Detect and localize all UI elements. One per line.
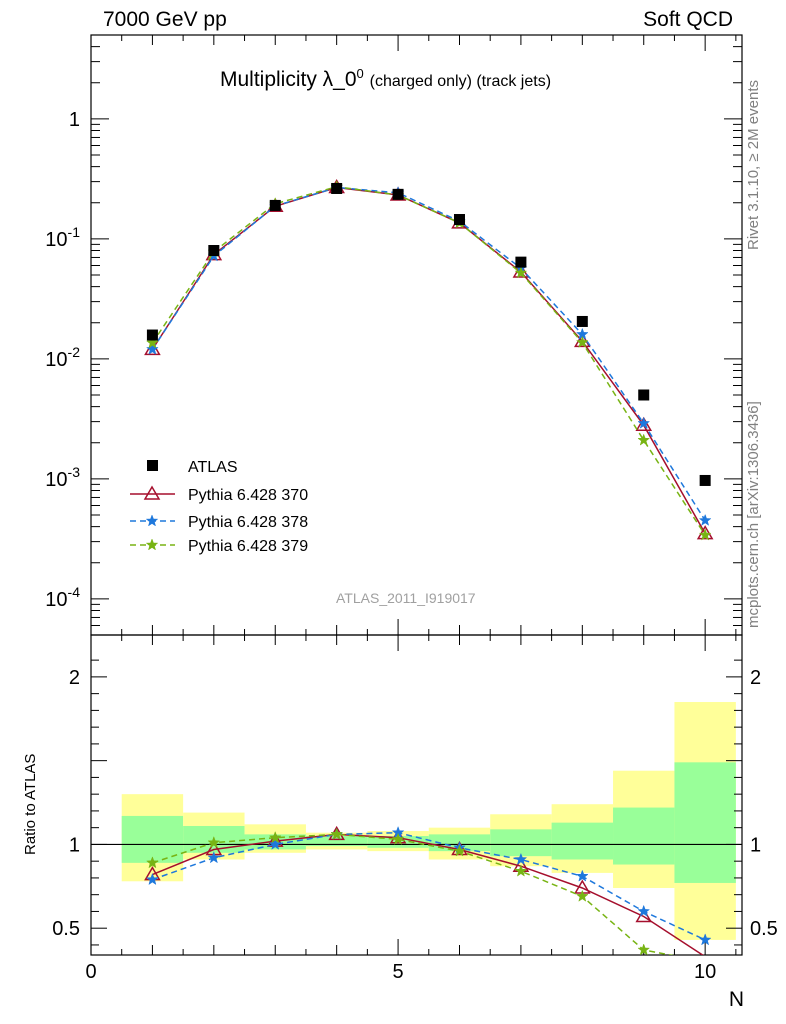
y-tick-label: 10-2	[45, 344, 80, 371]
ratio-y-tick-label-right: 0.5	[750, 918, 778, 940]
y-tick-label: 10-3	[45, 464, 80, 491]
legend-marker-p379	[145, 538, 159, 551]
ratio-point-p379	[637, 943, 651, 955]
ratio-point-p379	[268, 830, 282, 844]
data-point-p378	[145, 342, 159, 355]
series-line-p378	[151, 186, 706, 521]
data-point-p378	[637, 416, 651, 429]
data-point-p379	[637, 433, 651, 446]
ratio-point-p379	[146, 856, 159, 869]
title-main: Multiplicity λ_0	[220, 68, 357, 91]
ratio-point-p378	[146, 872, 159, 886]
data-point-atlas	[699, 474, 711, 486]
y-tick-label: 1	[69, 109, 80, 131]
data-point-atlas	[576, 315, 588, 327]
x-tick-label: 5	[393, 961, 404, 983]
legend-marker-p378	[145, 514, 159, 527]
ratio-plot-frame	[90, 634, 743, 956]
ratio-point-p378	[698, 933, 712, 946]
uncertainty-band-green	[305, 836, 368, 847]
ratio-line-p379	[152, 833, 674, 955]
data-point-atlas	[146, 329, 158, 341]
title-subtitle: (charged only) (track jets)	[369, 73, 552, 90]
ratio-line-p370	[152, 833, 704, 955]
ratio-series-group	[144, 825, 712, 955]
title-superscript: 0	[356, 66, 364, 81]
legend-label-atlas: ATLAS	[188, 459, 238, 476]
x-tick-label: 0	[85, 961, 96, 983]
ratio-point-p370	[451, 840, 468, 856]
ratio-point-p379	[330, 827, 344, 840]
series-line-p379	[151, 185, 706, 536]
ratio-point-p378	[268, 837, 282, 850]
ratio-point-p378	[637, 904, 651, 917]
uncertainty-band-green	[121, 815, 184, 863]
ratio-y-tick-label-right: 1	[750, 834, 761, 856]
data-point-atlas	[515, 256, 527, 268]
data-point-atlas	[269, 199, 281, 211]
y-tick-label: 10-1	[45, 224, 80, 251]
data-point-atlas	[331, 182, 343, 194]
data-point-atlas	[392, 188, 404, 200]
ratio-point-p378	[207, 851, 221, 864]
header-process: Soft QCD	[643, 8, 733, 31]
data-point-p379	[575, 335, 589, 348]
data-point-p379	[698, 528, 712, 541]
uncertainty-band-green	[551, 822, 614, 860]
data-point-atlas	[453, 214, 465, 226]
data-point-p370	[696, 525, 714, 540]
ratio-point-p379	[207, 835, 221, 849]
ratio-y-tick-label: 0.5	[52, 918, 80, 940]
y-tick-label: 10-4	[45, 584, 80, 611]
plot-title: Multiplicity λ_00 (charged only) (track …	[220, 66, 551, 92]
legend-label-p370: Pythia 6.428 370	[188, 487, 308, 504]
data-point-p379	[146, 336, 159, 349]
x-axis-label: N	[728, 988, 744, 1011]
ratio-y-tick-label: 2	[69, 667, 80, 689]
x-tick-label: 10	[694, 961, 716, 983]
legend-marker-p370	[143, 485, 161, 500]
data-point-p370	[635, 416, 653, 431]
legend-label-p378: Pythia 6.428 378	[188, 514, 308, 531]
series-line-p370	[151, 186, 706, 534]
ratio-point-p379	[453, 844, 466, 857]
uncertainty-band-green	[490, 829, 552, 857]
uncertainty-band-green	[674, 762, 736, 883]
uncertainty-band-green	[613, 807, 675, 865]
ratio-point-p379	[391, 832, 405, 845]
ratio-point-p379	[514, 864, 528, 877]
data-point-atlas	[638, 389, 650, 401]
data-point-p378	[698, 513, 712, 526]
data-point-p379	[514, 266, 528, 279]
ratio-point-p378	[575, 869, 589, 882]
ratio-line-p378	[152, 831, 706, 941]
ratio-point-p379	[575, 889, 589, 902]
analysis-id-label: ATLAS_2011_I919017	[336, 590, 476, 606]
ratio-y-tick-label-right: 2	[750, 667, 761, 689]
ratio-y-tick-label: 1	[69, 834, 80, 856]
header-beam-energy: 7000 GeV pp	[103, 8, 227, 31]
ratio-point-p378	[514, 852, 528, 865]
legend-label-p379: Pythia 6.428 379	[188, 538, 308, 555]
legend-marker-atlas	[147, 460, 158, 471]
data-point-atlas	[208, 245, 220, 257]
